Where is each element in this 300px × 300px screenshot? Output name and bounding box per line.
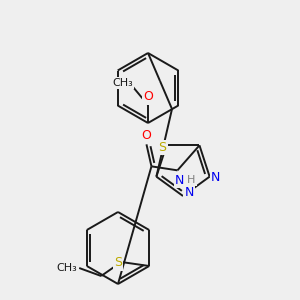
Text: N: N xyxy=(211,171,220,184)
Text: O: O xyxy=(142,129,152,142)
Text: H: H xyxy=(187,175,196,185)
Text: N: N xyxy=(175,174,184,187)
Text: N: N xyxy=(184,187,194,200)
Text: S: S xyxy=(114,256,122,269)
Text: CH₃: CH₃ xyxy=(57,263,78,273)
Text: S: S xyxy=(158,141,166,154)
Text: O: O xyxy=(143,91,153,103)
Text: CH₃: CH₃ xyxy=(112,78,134,88)
